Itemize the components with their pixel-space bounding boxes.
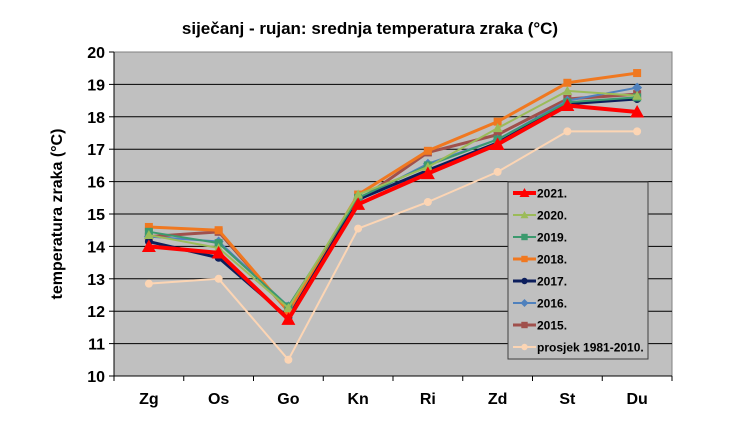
data-point — [144, 279, 153, 288]
data-point — [492, 123, 503, 133]
legend-marker — [521, 277, 528, 285]
x-tick-label: Go — [277, 391, 299, 408]
legend-item: 2018. — [513, 253, 567, 267]
series-2021 — [141, 98, 645, 325]
data-point — [562, 85, 573, 95]
data-point — [632, 82, 643, 93]
legend-label: 2015. — [537, 319, 567, 333]
legend-label: 2020. — [537, 209, 567, 223]
data-point — [354, 224, 363, 233]
data-point — [490, 137, 505, 150]
data-point — [560, 98, 575, 112]
x-tick-label: St — [559, 391, 576, 408]
x-axis-ticks: Zg Os Go Kn Ri Zd St Du — [113, 376, 673, 408]
series-line — [148, 89, 638, 309]
legend-item: 2016. — [513, 297, 567, 311]
series-prosjek-1981-2010 — [144, 127, 642, 364]
data-point — [283, 302, 294, 312]
legend-marker — [521, 321, 528, 329]
data-point — [351, 197, 366, 210]
y-tick-label: 10 — [87, 369, 105, 386]
legend-marker — [520, 299, 529, 307]
y-tick-label: 17 — [87, 142, 105, 159]
y-tick-label: 19 — [87, 77, 105, 94]
legend: 2021. 2020. 2019. 2018. 2017. 2016. 2015. prosj… — [507, 181, 649, 360]
data-point — [632, 90, 643, 100]
legend-box — [507, 181, 649, 360]
legend-marker — [521, 233, 528, 241]
series-line — [148, 103, 638, 322]
data-point — [284, 355, 293, 364]
y-axis-ticks: 10 11 12 13 14 15 16 17 18 19 20 — [87, 45, 114, 386]
chart-title: siječanj - rujan: srednja temperatura zr… — [182, 19, 558, 38]
data-point — [211, 245, 226, 259]
x-tick-label: Os — [208, 391, 229, 408]
data-point — [633, 69, 642, 78]
x-tick-label: Kn — [347, 391, 368, 408]
data-point — [423, 198, 432, 207]
y-tick-label: 12 — [87, 304, 105, 321]
y-tick-label: 14 — [87, 239, 105, 256]
series-line — [148, 71, 638, 313]
legend-marker — [519, 188, 530, 197]
legend-marker — [521, 343, 528, 351]
legend-label: prosjek 1981-2010. — [537, 341, 644, 355]
data-point — [563, 78, 572, 87]
data-point — [353, 189, 364, 199]
legend-marker — [520, 211, 529, 219]
data-point — [214, 226, 223, 235]
legend-label: 2018. — [537, 253, 567, 267]
legend-item: 2021. — [513, 187, 567, 201]
legend-item: 2017. — [513, 275, 567, 289]
legend-item: 2020. — [513, 209, 567, 223]
x-tick-label: Ri — [420, 391, 436, 408]
data-point — [214, 274, 223, 283]
y-tick-label: 18 — [87, 110, 105, 127]
data-point — [563, 127, 572, 136]
data-point — [144, 222, 153, 231]
y-tick-label: 20 — [87, 45, 105, 62]
data-point — [281, 312, 296, 325]
x-tick-label: Du — [626, 391, 647, 408]
y-tick-label: 11 — [88, 337, 105, 354]
legend-label: 2019. — [537, 231, 567, 245]
series-line — [148, 130, 638, 361]
y-tick-label: 15 — [87, 207, 105, 224]
x-tick-label: Zd — [488, 391, 508, 408]
data-point — [630, 104, 645, 118]
data-point — [143, 230, 154, 240]
series-group — [141, 69, 645, 364]
data-point — [493, 117, 502, 126]
data-point — [633, 127, 642, 136]
legend-item: prosjek 1981-2010. — [513, 341, 644, 355]
legend-label: 2016. — [537, 297, 567, 311]
series-2020 — [143, 85, 643, 312]
legend-item: 2019. — [513, 231, 567, 245]
data-point — [493, 167, 502, 176]
data-point — [423, 146, 432, 155]
y-tick-label: 16 — [87, 175, 105, 192]
legend-marker — [521, 255, 528, 263]
x-tick-label: Zg — [139, 391, 159, 408]
legend-label: 2021. — [537, 187, 567, 201]
legend-item: 2015. — [513, 319, 567, 333]
data-point — [420, 166, 435, 180]
y-axis-label: temperatura zraka (°C) — [49, 129, 66, 300]
legend-label: 2017. — [537, 275, 567, 289]
data-point — [141, 239, 156, 252]
y-tick-label: 13 — [87, 272, 105, 289]
